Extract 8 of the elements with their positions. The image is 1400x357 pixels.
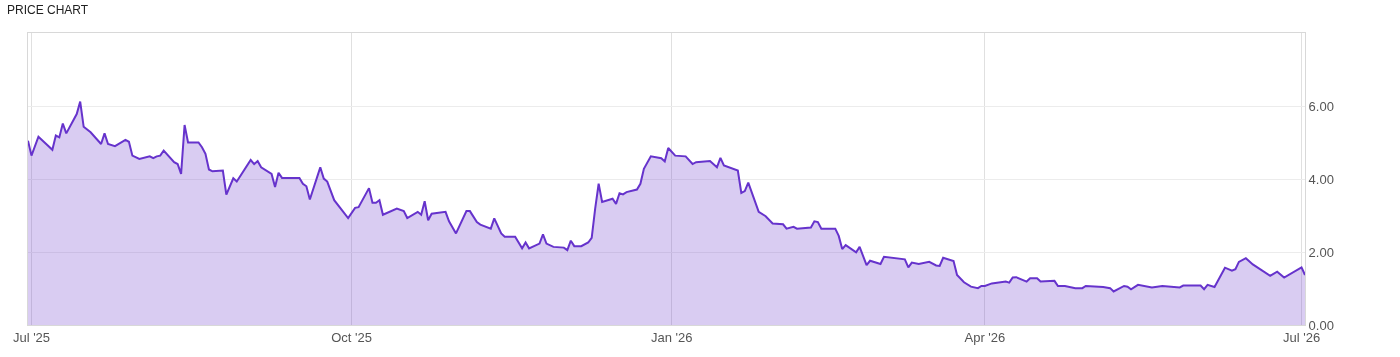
x-tick-label: Jul '25: [12, 329, 51, 345]
chart-title: PRICE CHART: [7, 2, 89, 17]
y-tick-label: 6.00: [1308, 98, 1334, 114]
y-tick-label: 4.00: [1308, 171, 1334, 187]
x-tick-label: Oct '25: [331, 329, 372, 345]
x-tick-label: Jan '26: [650, 329, 693, 345]
y-tick-label: 2.00: [1308, 244, 1334, 260]
x-tick-label: Apr '26: [964, 329, 1006, 345]
